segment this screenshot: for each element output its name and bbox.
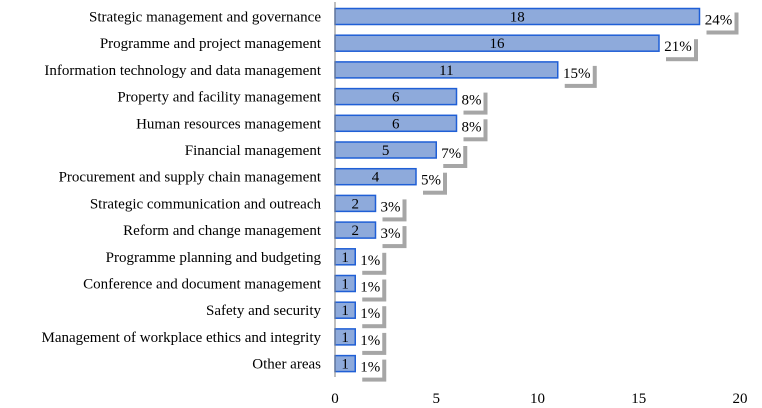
percent-label-box [358, 302, 383, 325]
category-label: Programme and project management [100, 36, 322, 52]
category-label: Strategic management and governance [89, 10, 321, 26]
x-tick-label: 10 [530, 391, 545, 407]
bar-value-label: 11 [439, 63, 453, 79]
category-label: Management of workplace ethics and integ… [42, 330, 322, 346]
percent-label: 24% [705, 13, 733, 29]
bar-value-label: 1 [341, 357, 349, 373]
x-tick-label: 20 [733, 391, 748, 407]
bar-value-label: 1 [341, 330, 349, 346]
bar-value-label: 2 [352, 196, 360, 212]
category-label: Other areas [252, 357, 321, 373]
percent-label: 1% [360, 306, 380, 322]
percent-label: 8% [462, 93, 482, 109]
percent-label-box [459, 115, 484, 138]
category-label: Strategic communication and outreach [90, 196, 322, 212]
percent-label: 21% [664, 39, 692, 55]
bar-value-label: 16 [490, 36, 506, 52]
category-label: Information technology and data manageme… [44, 63, 321, 79]
percent-label-box [358, 248, 383, 271]
percent-label: 1% [360, 360, 380, 376]
category-label: Safety and security [206, 303, 321, 319]
category-label: Human resources management [136, 116, 322, 132]
percent-label: 1% [360, 333, 380, 349]
percent-label-box [702, 8, 735, 31]
x-axis-ticks: 0 5 10 15 20 [331, 391, 747, 407]
percent-label-box [419, 168, 443, 191]
bar-value-label: 1 [341, 250, 349, 266]
percent-label-box [358, 328, 383, 351]
percent-label: 3% [381, 226, 401, 242]
percent-label-box [358, 275, 383, 298]
percent-labels: 24%21%15%8%8%7%5%3%3%1%1%1%1%1% [358, 8, 739, 382]
bar-value-label: 5 [382, 143, 390, 159]
percent-label: 1% [360, 253, 380, 269]
bar-value-label: 6 [392, 116, 400, 132]
percent-label-box [662, 35, 694, 58]
x-tick-label: 0 [331, 391, 339, 407]
percent-label: 3% [381, 199, 401, 215]
percent-label: 15% [563, 66, 591, 82]
category-label: Procurement and supply chain management [59, 170, 322, 186]
percent-label-box [439, 142, 464, 164]
x-tick-label: 15 [631, 391, 646, 407]
bar-value-label: 1 [341, 303, 349, 319]
percent-label: 1% [360, 280, 380, 296]
percent-label-box [358, 355, 383, 378]
category-label: Property and facility management [117, 90, 322, 106]
category-label: Financial management [185, 143, 322, 159]
percent-label: 7% [441, 146, 461, 162]
bar-value-label: 6 [392, 90, 400, 106]
percent-label-box [378, 195, 403, 218]
percent-label: 5% [421, 173, 441, 189]
x-tick-label: 5 [433, 391, 441, 407]
bar-value-label: 18 [510, 10, 525, 26]
category-label: Reform and change management [123, 223, 322, 239]
bar-value-label: 1 [341, 277, 349, 293]
percent-label: 8% [462, 119, 482, 135]
percent-label-box [560, 61, 593, 84]
bar-value-label: 4 [372, 170, 380, 186]
percent-label-box [378, 222, 403, 245]
bar-value-label: 2 [352, 223, 360, 239]
category-label: Conference and document management [83, 277, 322, 293]
percent-label-box [459, 88, 484, 111]
category-label: Programme planning and budgeting [106, 250, 322, 266]
category-labels: Strategic management and governance Progr… [42, 10, 322, 373]
